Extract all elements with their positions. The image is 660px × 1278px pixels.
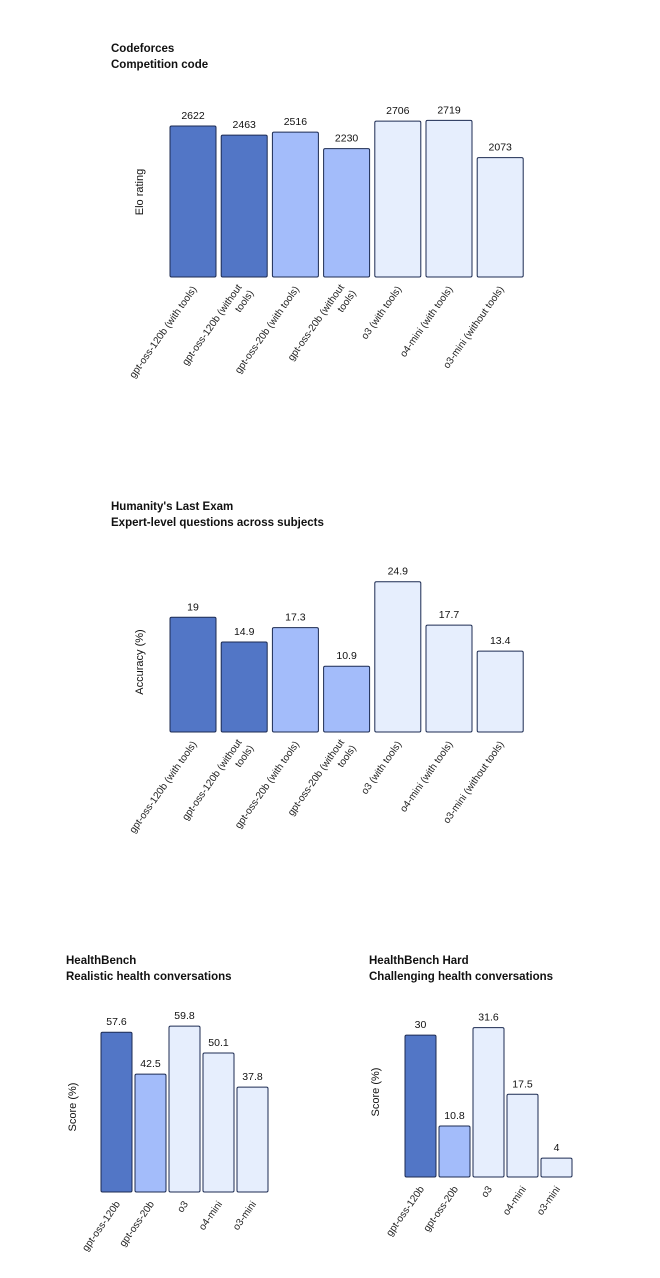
x-tick-label: o3	[176, 1199, 192, 1215]
bar	[438, 1125, 471, 1178]
bar	[540, 1157, 573, 1178]
value-label: 17.7	[439, 609, 460, 621]
value-label: 13.4	[490, 635, 511, 647]
bar	[506, 1093, 539, 1178]
value-label: 37.8	[242, 1071, 263, 1083]
value-label: 42.5	[140, 1058, 161, 1070]
x-tick-label: o4-mini (with tools)	[398, 739, 455, 814]
chart-title: HealthBench Hard	[369, 955, 469, 967]
chart-title: Codeforces	[111, 43, 174, 55]
bar	[271, 131, 319, 278]
value-label: 10.9	[336, 650, 357, 662]
value-label: 2622	[181, 110, 205, 122]
chart-subtitle: Competition code	[111, 59, 208, 71]
value-label: 2463	[233, 119, 257, 131]
x-tick-label: gpt-oss-20b	[422, 1184, 462, 1234]
chart-title: HealthBench	[66, 955, 136, 967]
bar	[169, 616, 217, 733]
value-label: 2230	[335, 133, 359, 145]
value-label: 2073	[489, 142, 513, 154]
value-label: 17.5	[512, 1078, 533, 1090]
value-label: 2516	[284, 116, 308, 128]
bar	[202, 1052, 235, 1193]
bar	[404, 1034, 437, 1178]
value-label: 31.6	[478, 1012, 499, 1024]
chart-4: HealthBench Hard Challenging health conve…	[369, 955, 573, 1239]
y-axis-label: Score (%)	[370, 1068, 382, 1117]
y-axis-label: Accuracy (%)	[134, 629, 146, 694]
bar	[374, 120, 422, 278]
chart-3: HealthBench Realistic health conversation…	[66, 955, 269, 1254]
x-tick-label: o4-mini (with tools)	[398, 284, 455, 359]
x-tick-label: o3	[480, 1184, 496, 1200]
bar	[374, 581, 422, 733]
x-tick-label: o3-mini	[231, 1199, 259, 1232]
x-tick-label: o3 (with tools)	[360, 284, 405, 341]
value-label: 10.8	[444, 1110, 465, 1122]
x-tick-label: o3-mini (without tools)	[442, 284, 507, 370]
value-label: 14.9	[234, 626, 255, 638]
chart-subtitle: Realistic health conversations	[66, 971, 232, 983]
y-axis-label: Elo rating	[134, 169, 146, 215]
bar	[134, 1073, 167, 1193]
chart-1: Codeforces Competition code Elo rating 2622…	[111, 43, 524, 380]
bar	[236, 1086, 269, 1193]
chart-2: Humanity's Last Exam Expert-level questio…	[111, 501, 524, 835]
x-tick-label: gpt-oss-120b	[384, 1184, 427, 1238]
value-label: 4	[554, 1142, 560, 1154]
value-label: 30	[415, 1019, 427, 1031]
value-label: 50.1	[208, 1037, 229, 1049]
bar	[220, 641, 268, 733]
bar	[425, 119, 473, 278]
x-tick-label: o3-mini (without tools)	[442, 739, 507, 825]
value-label: 59.8	[174, 1010, 195, 1022]
bar	[476, 157, 524, 278]
chart-subtitle: Challenging health conversations	[369, 971, 553, 983]
value-label: 19	[187, 601, 199, 613]
x-tick-label: gpt-oss-120b	[80, 1199, 123, 1253]
bar	[425, 624, 473, 733]
bar	[323, 665, 371, 733]
bar	[472, 1027, 505, 1178]
x-tick-label: o3 (with tools)	[360, 739, 405, 796]
y-axis-label: Score (%)	[67, 1083, 79, 1132]
bar	[100, 1031, 133, 1193]
value-label: 17.3	[285, 612, 306, 624]
bar	[220, 134, 268, 278]
bar	[323, 148, 371, 278]
value-label: 2719	[437, 104, 461, 116]
chart-subtitle: Expert-level questions across subjects	[111, 517, 324, 529]
x-tick-label: o4-mini	[197, 1199, 225, 1232]
x-tick-label: o4-mini	[501, 1184, 529, 1217]
bar	[168, 1025, 201, 1193]
x-tick-label: gpt-oss-20b	[118, 1199, 158, 1249]
bar	[271, 627, 319, 733]
x-tick-label: o3-mini	[535, 1184, 563, 1217]
chart-title: Humanity's Last Exam	[111, 501, 233, 513]
value-label: 24.9	[388, 566, 409, 578]
bar	[476, 650, 524, 733]
value-label: 2706	[386, 105, 410, 117]
value-label: 57.6	[106, 1016, 127, 1028]
bar	[169, 125, 217, 278]
